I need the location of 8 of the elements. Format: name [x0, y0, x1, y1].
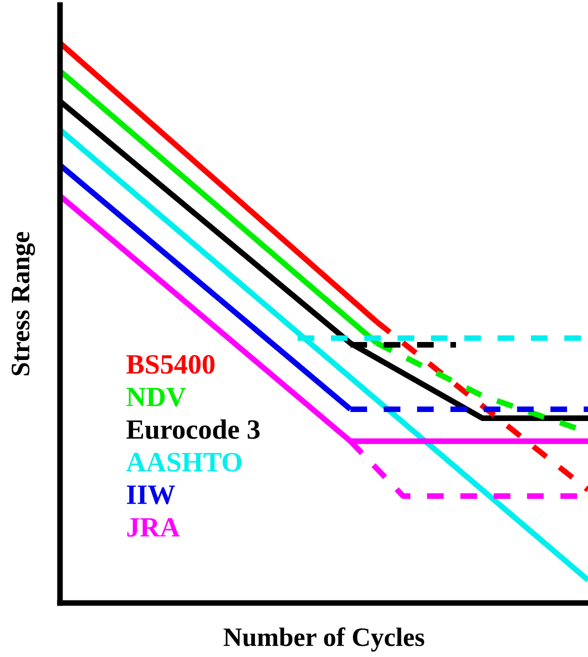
text: AASHTO — [126, 452, 242, 472]
x-axis-title: Number of Cycles — [224, 627, 424, 652]
text: BS5400 — [126, 354, 214, 374]
text: Eurocode 3 — [126, 419, 260, 439]
text: JRA — [127, 518, 180, 537]
text: IIW — [126, 486, 175, 504]
y-axis-title: Stress Range — [12, 232, 35, 376]
text: NDV — [126, 388, 186, 406]
